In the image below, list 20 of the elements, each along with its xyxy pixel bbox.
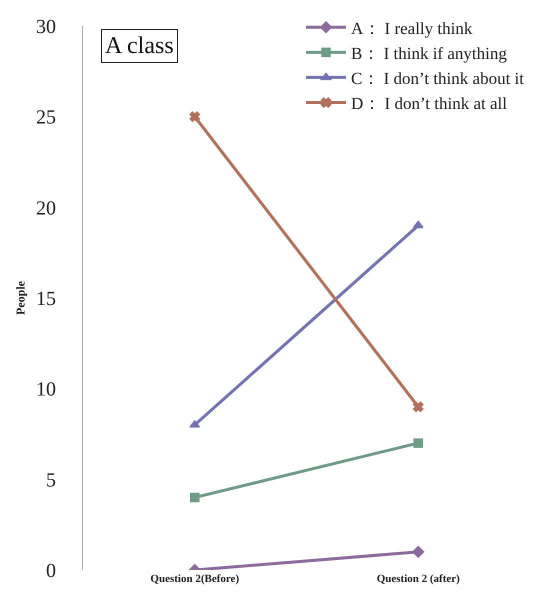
point: [414, 438, 423, 448]
legend-label: B： I think if anything: [351, 44, 508, 63]
legend-label: A： I really think: [351, 18, 473, 38]
y-tick-label: 30: [36, 16, 56, 38]
y-tick-label: 25: [36, 106, 56, 129]
y-tick-label: 10: [36, 378, 56, 401]
x-tick-label: Question 2 (after): [376, 573, 460, 585]
point: [189, 111, 200, 122]
y-tick-label: 15: [36, 288, 56, 310]
x-tick-label: Question 2(Before): [150, 573, 240, 585]
y-tick-label: 5: [46, 469, 56, 492]
y-axis-title: People: [13, 280, 28, 315]
y-tick-label: 20: [36, 197, 56, 220]
annotation: A class: [105, 33, 174, 59]
legend-label: C： I don’t think about it: [351, 69, 524, 88]
point: [412, 546, 424, 558]
point: [412, 402, 424, 412]
point: [190, 492, 200, 502]
legend-label: D： I don’t think at all: [351, 94, 508, 114]
y-tick-label: 0: [46, 560, 56, 582]
